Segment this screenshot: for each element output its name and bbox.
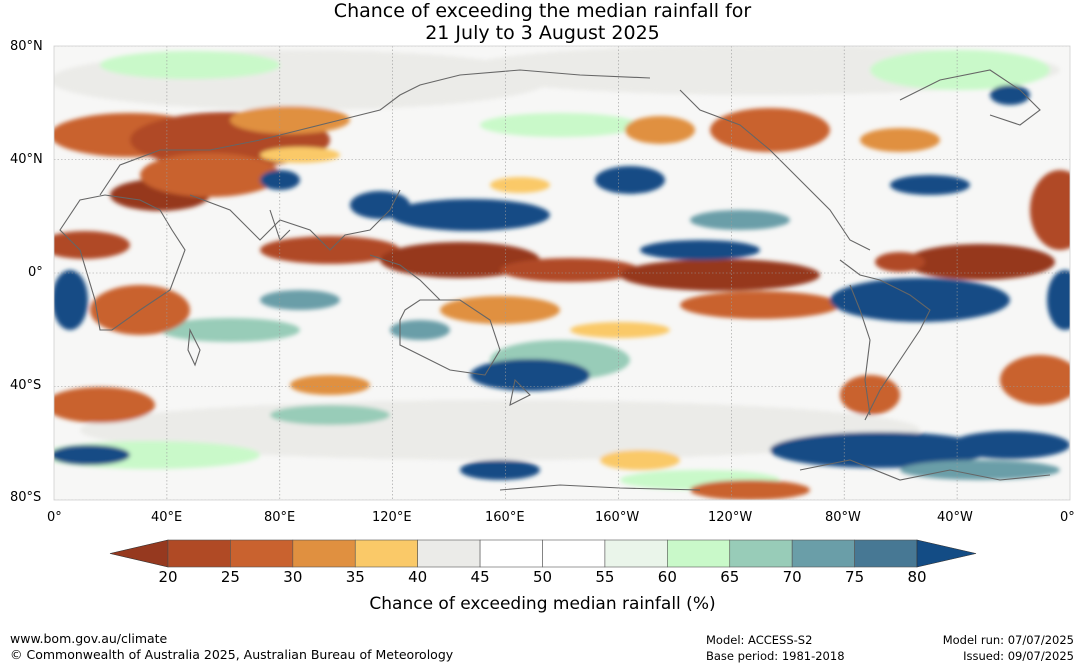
colorbar-tick-label: 25 — [220, 568, 240, 586]
colorbar-tick-label: 45 — [470, 568, 490, 586]
lon-label-80w: 80°W — [825, 510, 861, 525]
colorbar-label: Chance of exceeding median rainfall (%) — [369, 594, 716, 614]
colorbar-bin — [791, 539, 855, 568]
colorbar-bin — [729, 539, 793, 568]
colorbar-bin — [354, 539, 418, 568]
lon-label-40w: 40°W — [937, 510, 973, 525]
colorbar-tick-label: 70 — [782, 568, 802, 586]
lon-label-160w: 160°W — [595, 510, 640, 525]
lon-label-80e: 80°E — [264, 510, 296, 525]
lon-label-160e: 160°E — [485, 510, 525, 525]
colorbar-bin — [542, 539, 606, 568]
lon-label-40e: 40°E — [151, 510, 183, 525]
colorbar-extend-low — [109, 539, 169, 568]
colorbar-tick-label: 50 — [532, 568, 553, 586]
colorbar-extend-high — [916, 539, 977, 568]
lon-label-0-west: 0° — [47, 510, 62, 525]
colorbar-tick-label: 30 — [283, 568, 303, 586]
graticule — [54, 46, 1070, 500]
colorbar-tick-label: 40 — [408, 568, 428, 586]
colorbar-bin — [292, 539, 356, 568]
colorbar-bin — [604, 539, 668, 568]
colorbar-tick-label: 55 — [595, 568, 615, 586]
lat-label-80s: 80°S — [10, 490, 42, 505]
lon-label-0-east: 0° — [1060, 510, 1075, 525]
lon-label-120e: 120°E — [372, 510, 412, 525]
map-frame — [53, 45, 1071, 501]
footer-base-period: Base period: 1981-2018 — [706, 649, 845, 663]
footer-model: Model: ACCESS-S2 — [706, 633, 813, 647]
lat-label-40s: 40°S — [10, 378, 42, 393]
map-title: Chance of exceeding the median rainfall … — [0, 0, 1085, 44]
title-line-2: 21 July to 3 August 2025 — [425, 22, 660, 44]
footer-url: www.bom.gov.au/climate — [10, 631, 168, 646]
colorbar-tick-label: 35 — [345, 568, 365, 586]
colorbar-tick-label: 75 — [845, 568, 865, 586]
colorbar-tick-label: 80 — [907, 568, 927, 586]
footer-issued: Issued: 09/07/2025 — [963, 649, 1074, 663]
colorbar-bin — [479, 539, 543, 568]
colorbar-bin — [667, 539, 731, 568]
coastlines — [59, 69, 1051, 491]
footer-copyright: © Commonwealth of Australia 2025, Austra… — [10, 647, 454, 662]
colorbar-tick-label: 60 — [657, 568, 677, 586]
footer-model-run: Model run: 07/07/2025 — [942, 633, 1074, 647]
lat-label-80n: 80°N — [10, 39, 43, 54]
colorbar-tick-label: 65 — [720, 568, 740, 586]
lat-label-0: 0° — [28, 265, 43, 280]
colorbar-bin — [230, 539, 294, 568]
colorbar-bin — [417, 539, 481, 568]
colorbar-bin — [854, 539, 918, 568]
lon-label-120w: 120°W — [708, 510, 753, 525]
rainfall-anomaly-fields — [54, 46, 1070, 500]
lat-label-40n: 40°N — [10, 152, 43, 167]
colorbar-tick-label: 20 — [158, 568, 178, 586]
title-line-1: Chance of exceeding the median rainfall … — [333, 0, 752, 22]
colorbar-bin — [167, 539, 231, 568]
